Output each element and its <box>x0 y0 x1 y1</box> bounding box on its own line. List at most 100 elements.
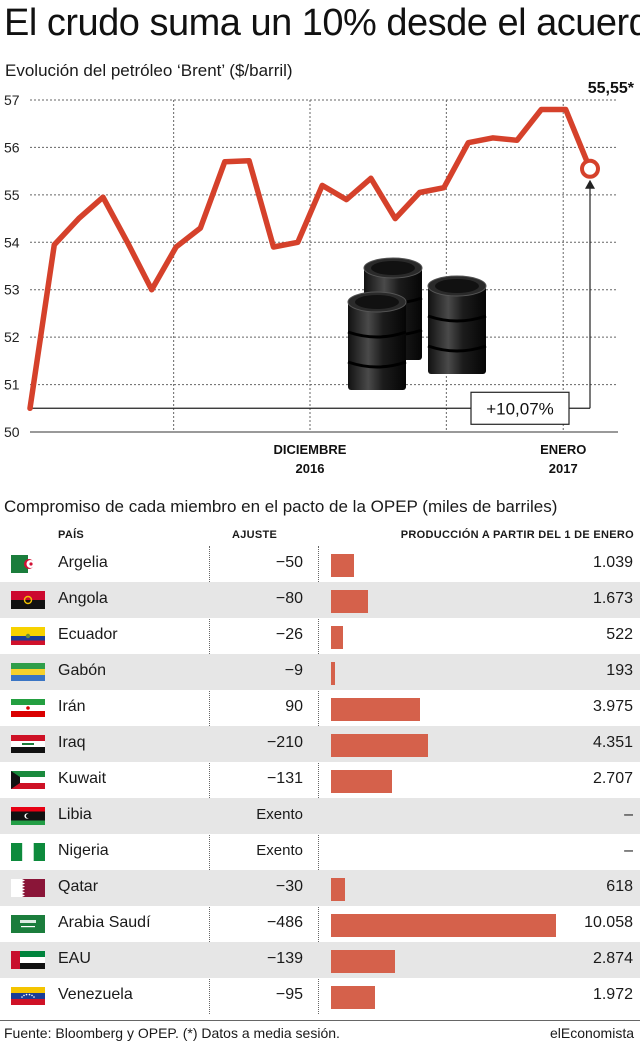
table-row: Venezuela −95 1.972 <box>0 978 640 1014</box>
adjustment-value: −486 <box>266 914 303 931</box>
country-name: Arabia Saudí <box>58 914 151 931</box>
header-country: PAÍS <box>58 529 85 541</box>
x-tick-label: 2016 <box>296 461 325 476</box>
country-name: Ecuador <box>58 626 118 643</box>
iran-flag <box>11 699 45 717</box>
production-value: 193 <box>606 662 633 679</box>
table-row: Libia Exento – <box>0 798 640 834</box>
adjustment-value: −139 <box>266 950 303 967</box>
horizontal-grid <box>30 99 618 433</box>
adjustment-value: −131 <box>266 770 303 787</box>
footer-brand: elEconomista <box>549 1025 634 1041</box>
production-value: 2.874 <box>592 950 633 967</box>
country-name: Qatar <box>58 878 99 895</box>
brent-series-line <box>27 106 593 412</box>
y-tick-label: 53 <box>4 282 20 298</box>
table-row: Iraq −210 4.351 <box>0 726 640 762</box>
country-name: EAU <box>58 950 91 967</box>
table-title: Compromiso de cada miembro en el pacto d… <box>4 497 558 516</box>
y-tick-label: 55 <box>4 187 20 203</box>
production-value: 10.058 <box>584 914 633 931</box>
barrel-front <box>347 291 407 390</box>
production-bar <box>331 554 355 577</box>
oil-barrels-illustration <box>347 257 487 390</box>
adjustment-value: −9 <box>284 662 303 679</box>
footer-source: Fuente: Bloomberg y OPEP. (*) Datos a me… <box>4 1025 340 1041</box>
qatar-flag <box>11 879 45 897</box>
uae-flag <box>11 951 45 969</box>
production-bar <box>331 770 392 793</box>
country-name: Angola <box>58 590 108 607</box>
vertical-grid <box>173 100 564 432</box>
production-bar <box>331 662 336 685</box>
adjustment-value: Exento <box>256 806 303 823</box>
adjustment-value: 90 <box>285 698 303 715</box>
column-divider <box>209 546 210 1014</box>
country-name: Iraq <box>58 734 86 751</box>
header-adjustment: AJUSTE <box>232 529 278 541</box>
change-label: +10,07% <box>486 399 554 418</box>
production-bar <box>331 986 376 1009</box>
column-divider <box>318 546 319 1014</box>
production-value: 618 <box>606 878 633 895</box>
x-tick-label: DICIEMBRE <box>274 442 347 457</box>
table-row: Arabia Saudí −486 10.058 <box>0 906 640 942</box>
table-row: Qatar −30 618 <box>0 870 640 906</box>
ecuador-flag <box>11 627 45 645</box>
country-name: Nigeria <box>58 842 109 859</box>
adjustment-value: −210 <box>266 734 303 751</box>
adjustment-value: Exento <box>256 842 303 859</box>
nigeria-flag <box>11 843 45 861</box>
table-row: Angola −80 1.673 <box>0 582 640 618</box>
country-name: Libia <box>58 806 92 823</box>
x-axis-tick-labels: DICIEMBRE 2016 ENERO 2017 <box>274 442 587 476</box>
production-bar <box>331 950 396 973</box>
last-value-label: 55,55* <box>588 80 635 97</box>
y-tick-label: 56 <box>4 139 20 155</box>
adjustment-value: −30 <box>275 878 303 895</box>
production-bar <box>331 878 345 901</box>
country-name: Gabón <box>58 662 107 679</box>
table-row: Irán 90 3.975 <box>0 690 640 726</box>
brent-line-chart: 50 51 52 53 54 55 56 57 DICIEMBRE 2016 ENERO 2017 <box>4 80 635 476</box>
x-tick-label: ENERO <box>540 442 586 457</box>
country-name: Irán <box>58 698 86 715</box>
production-value: 4.351 <box>592 734 633 751</box>
table-row: EAU −139 2.874 <box>0 942 640 978</box>
last-value-marker <box>580 158 600 179</box>
page-title: El crudo suma un 10% desde el acuerdo <box>4 2 640 44</box>
production-bar <box>331 590 369 613</box>
venezuela-flag <box>11 987 45 1005</box>
production-value: 1.972 <box>592 986 633 1003</box>
y-tick-label: 51 <box>4 377 20 393</box>
production-bar <box>331 734 429 757</box>
adjustment-value: −26 <box>275 626 303 643</box>
production-value: – <box>624 806 633 823</box>
adjustment-value: −80 <box>275 590 303 607</box>
production-value: 522 <box>606 626 633 643</box>
kuwait-flag <box>11 771 45 789</box>
x-tick-label: 2017 <box>549 461 578 476</box>
production-bar <box>331 626 343 649</box>
algeria-flag <box>11 555 45 573</box>
table-row: Gabón −9 193 <box>0 654 640 690</box>
production-value: 3.975 <box>592 698 633 715</box>
country-name: Argelia <box>58 554 108 571</box>
y-tick-label: 54 <box>4 234 20 250</box>
change-label-box <box>470 391 570 425</box>
production-value: – <box>624 842 633 859</box>
libya-flag <box>11 807 45 825</box>
production-value: 2.707 <box>592 770 633 787</box>
gabon-flag <box>11 663 45 681</box>
table-row: Argelia −50 1.039 <box>0 546 640 582</box>
country-name: Kuwait <box>58 770 107 787</box>
iraq-flag <box>11 735 45 753</box>
table-row: Ecuador −26 522 <box>0 618 640 654</box>
y-tick-label: 50 <box>4 424 20 440</box>
production-value: 1.673 <box>592 590 633 607</box>
footer-divider <box>0 1020 640 1021</box>
y-tick-label: 52 <box>4 329 20 345</box>
adjustment-value: −50 <box>275 554 303 571</box>
barrel-right <box>427 275 487 374</box>
adjustment-value: −95 <box>275 986 303 1003</box>
